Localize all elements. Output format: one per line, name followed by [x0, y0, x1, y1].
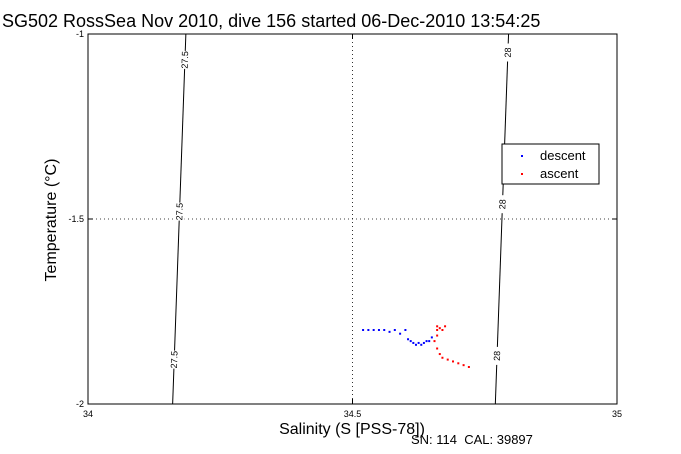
data-point-ascent: [444, 325, 447, 328]
isopycnal-label: 28: [497, 199, 507, 209]
axis-ticks: 34 34.5 35 -1 -1.5 -2: [68, 29, 622, 419]
isopycnal-label-bg: [179, 50, 190, 69]
isopycnal-label: 27.5: [180, 51, 191, 69]
y-axis-label: Temperature (°C): [43, 159, 60, 282]
data-point-descent: [372, 329, 375, 331]
isopycnal-label: 28: [503, 47, 513, 57]
data-point-descent: [420, 343, 423, 346]
data-point-descent: [428, 340, 431, 343]
legend: descent ascent: [501, 143, 600, 185]
data-point-descent: [367, 329, 370, 331]
isopycnal-label-bg: [492, 346, 503, 365]
y-tick-label: -1: [76, 29, 84, 39]
data-point-descent: [414, 343, 417, 346]
data-point-ascent: [436, 347, 439, 350]
data-point-descent: [412, 341, 415, 344]
data-point-descent: [362, 329, 365, 331]
data-point-ascent: [436, 334, 439, 337]
isopycnal-label-bg: [169, 350, 180, 369]
legend-marker-ascent: [521, 173, 523, 175]
x-tick-label: 35: [612, 409, 622, 419]
legend-box: [501, 143, 600, 185]
y-tick-label: -2: [76, 399, 84, 409]
data-point-descent: [383, 329, 386, 331]
isopycnal-line: [494, 33, 510, 405]
isopycnal-label-bg: [502, 43, 513, 62]
data-point-ascent: [436, 329, 439, 331]
footer-serial-cal: SN: 114 CAL: 39897: [411, 432, 533, 447]
y-tick-label: -1.5: [68, 214, 84, 224]
data-point-ascent: [452, 360, 455, 363]
data-point-ascent: [467, 366, 470, 368]
isopycnal-lines: 27.5 27.5 27.5 28 28 28: [169, 33, 513, 405]
data-point-descent: [399, 332, 402, 335]
data-point-ascent: [441, 356, 444, 359]
data-point-descent: [422, 341, 425, 344]
legend-label-descent: descent: [540, 148, 586, 163]
isopycnal-label-bg: [497, 195, 508, 214]
data-points: [362, 325, 470, 368]
x-axis-label: Salinity (S [PSS-78]): [279, 421, 425, 438]
data-point-descent: [430, 336, 433, 339]
data-point-descent: [417, 341, 420, 344]
legend-label-ascent: ascent: [540, 166, 579, 181]
isopycnal-label: 27.5: [174, 203, 185, 221]
data-point-ascent: [438, 353, 441, 356]
data-point-ascent: [436, 325, 439, 328]
data-point-descent: [409, 340, 412, 343]
data-point-ascent: [457, 362, 460, 365]
data-point-ascent: [441, 329, 444, 331]
data-point-ascent: [462, 364, 465, 367]
isopycnal-label: 28: [492, 351, 502, 361]
data-point-ascent: [446, 358, 449, 361]
legend-marker-descent: [521, 155, 523, 157]
data-point-descent: [407, 338, 410, 341]
data-point-descent: [404, 329, 407, 331]
x-tick-label: 34: [83, 409, 93, 419]
isopycnal-label: 27.5: [169, 351, 180, 369]
data-point-descent: [393, 329, 396, 331]
x-tick-label: 34.5: [344, 409, 362, 419]
data-point-descent: [388, 330, 391, 333]
data-point-descent: [377, 329, 380, 331]
data-point-ascent: [438, 327, 441, 330]
data-point-ascent: [433, 340, 436, 343]
data-point-descent: [425, 340, 428, 343]
isopycnal-label-bg: [174, 202, 185, 221]
chart-title: SG502 RossSea Nov 2010, dive 156 started…: [2, 11, 540, 31]
